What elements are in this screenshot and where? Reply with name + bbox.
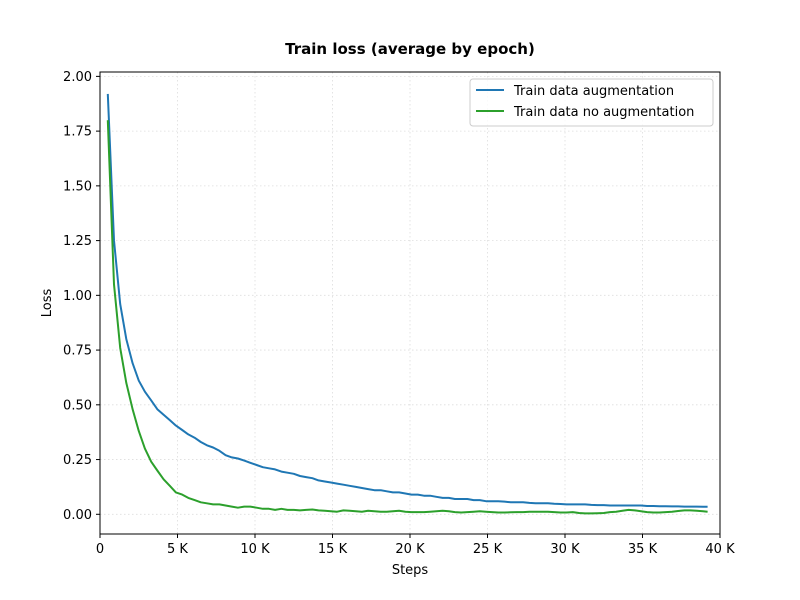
x-tick-label: 25 K xyxy=(473,542,503,557)
x-tick-label: 15 K xyxy=(318,542,348,557)
x-tick-label: 40 K xyxy=(705,542,735,557)
y-tick-label: 1.25 xyxy=(63,234,92,249)
x-tick-label: 20 K xyxy=(395,542,425,557)
x-tick-label: 0 xyxy=(96,542,104,557)
x-tick-label: 35 K xyxy=(628,542,658,557)
y-tick-label: 0.75 xyxy=(63,344,92,359)
x-axis-label: Steps xyxy=(392,563,429,578)
legend-box xyxy=(469,78,714,127)
y-tick-label: 2.00 xyxy=(63,70,92,85)
legend-label-augmentation: Train data augmentation xyxy=(513,84,674,99)
legend: Train data augmentation Train data no au… xyxy=(469,78,714,127)
x-tick-label: 10 K xyxy=(240,542,270,557)
y-tick-label: 1.00 xyxy=(63,289,92,304)
x-axis-ticks: 0 5 K 10 K 15 K 20 K 25 K 30 K 35 K 40 K xyxy=(96,534,735,557)
x-tick-label: 30 K xyxy=(550,542,580,557)
y-tick-label: 0.50 xyxy=(63,398,92,413)
y-tick-label: 1.50 xyxy=(63,179,92,194)
legend-label-no-augmentation: Train data no augmentation xyxy=(513,105,694,120)
y-axis-label: Loss xyxy=(40,289,55,318)
x-tick-label: 5 K xyxy=(167,542,188,557)
series-line-no-augmentation xyxy=(106,120,708,515)
y-tick-label: 0.00 xyxy=(63,508,92,523)
y-tick-label: 0.25 xyxy=(63,453,92,468)
series-line-augmentation xyxy=(106,93,708,508)
y-axis-ticks: 0.00 0.25 0.50 0.75 1.00 1.25 1.50 1.75 2.00 xyxy=(63,70,100,523)
chart-title: Train loss (average by epoch) xyxy=(285,40,535,58)
series-lines xyxy=(106,93,708,515)
y-tick-label: 1.75 xyxy=(63,125,92,140)
